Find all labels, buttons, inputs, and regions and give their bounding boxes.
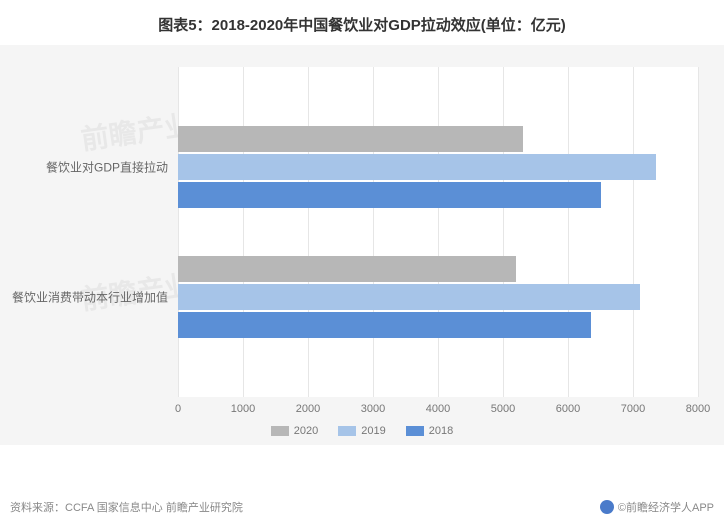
bar [178,126,523,152]
chart-title: 图表5：2018-2020年中国餐饮业对GDP拉动效应(单位：亿元) [0,0,724,43]
grid-line [178,67,179,397]
grid-line [698,67,699,397]
legend-swatch [406,426,424,436]
x-tick-label: 1000 [231,403,255,415]
bar [178,284,640,310]
x-tick-label: 4000 [426,403,450,415]
plot-region: 010002000300040005000600070008000餐饮业对GDP… [178,67,698,397]
x-tick-label: 2000 [296,403,320,415]
bar [178,154,656,180]
x-tick-label: 5000 [491,403,515,415]
legend: 2020 2019 2018 [0,425,724,439]
grid-line [503,67,504,397]
footer: 资料来源：CCFA 国家信息中心 前瞻产业研究院 ©前瞻经济学人APP [0,493,724,523]
x-tick-label: 8000 [686,403,710,415]
source-label: 资料来源：CCFA 国家信息中心 前瞻产业研究院 [10,499,243,515]
x-tick-label: 0 [175,403,181,415]
bar [178,182,601,208]
grid-line [633,67,634,397]
legend-label: 2018 [429,425,453,437]
grid-line [568,67,569,397]
legend-item: 2020 [271,425,318,437]
grid-line [373,67,374,397]
legend-item: 2019 [338,425,385,437]
bar [178,256,516,282]
legend-label: 2019 [361,425,385,437]
attribution-logo-icon [600,500,614,514]
grid-line [308,67,309,397]
chart-area: 前瞻产业研究院 前瞻产业研究院 前瞻产业研究院 前瞻产业研究院 01000200… [0,45,724,445]
x-tick-label: 7000 [621,403,645,415]
category-label: 餐饮业消费带动本行业增加值 [12,289,168,306]
x-tick-label: 6000 [556,403,580,415]
bar [178,312,591,338]
legend-swatch [338,426,356,436]
category-label: 餐饮业对GDP直接拉动 [46,159,168,176]
legend-item: 2018 [406,425,453,437]
grid-line [243,67,244,397]
attribution: ©前瞻经济学人APP [600,499,714,515]
legend-label: 2020 [294,425,318,437]
attribution-text: ©前瞻经济学人APP [618,499,714,515]
grid-line [438,67,439,397]
legend-swatch [271,426,289,436]
x-tick-label: 3000 [361,403,385,415]
